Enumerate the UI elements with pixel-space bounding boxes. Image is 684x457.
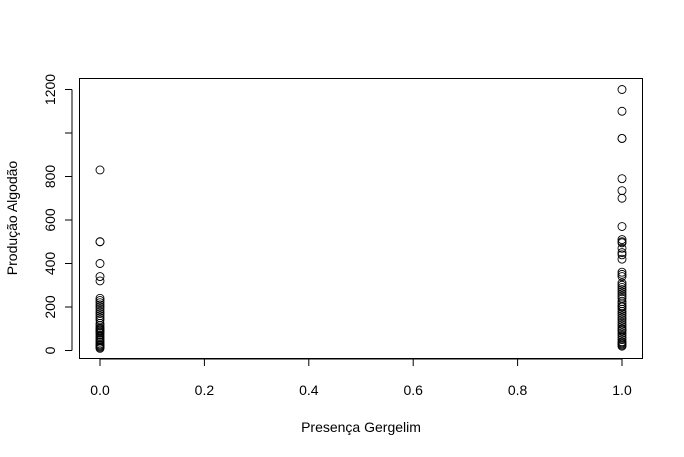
data-point (617, 193, 627, 203)
data-point (95, 272, 105, 281)
data-point (617, 248, 627, 258)
x-tick-label: 0.4 (299, 382, 319, 398)
y-tick-label: 1200 (42, 74, 58, 105)
data-point (617, 238, 627, 248)
data-point (617, 341, 627, 351)
y-tick-label: 0 (42, 346, 58, 354)
data-point (617, 285, 627, 295)
data-point (617, 313, 627, 323)
data-point (95, 276, 105, 286)
data-point (617, 133, 627, 143)
data-point (617, 250, 627, 260)
data-point (95, 302, 105, 312)
data-point (95, 165, 105, 175)
data-point (95, 309, 105, 318)
data-point (617, 222, 627, 231)
data-point (617, 306, 627, 316)
data-points (95, 85, 627, 353)
data-point (617, 302, 627, 312)
x-axis-title: Presença Gergelim (301, 419, 421, 435)
data-point (95, 293, 105, 303)
y-tick-label: 400 (42, 252, 58, 276)
data-point (95, 306, 105, 316)
y-tick-label: 800 (42, 165, 58, 189)
x-tick-label: 0.6 (403, 382, 423, 398)
plot-frame (79, 78, 643, 359)
data-point (617, 267, 627, 277)
data-point (95, 300, 105, 310)
data-point (617, 322, 627, 332)
data-point (617, 106, 627, 116)
x-tick-label: 0.0 (90, 382, 110, 398)
data-point (617, 272, 627, 281)
data-point (95, 343, 105, 353)
x-tick-label: 0.8 (508, 382, 528, 398)
data-point (95, 237, 105, 247)
data-point (617, 287, 627, 297)
data-point (617, 254, 627, 264)
y-tick-label: 600 (42, 208, 58, 232)
data-point (617, 282, 627, 292)
x-tick-label: 0.2 (195, 382, 215, 398)
data-point (617, 335, 627, 345)
data-point (95, 298, 105, 308)
data-point (95, 304, 105, 314)
data-point (617, 278, 627, 288)
data-point (617, 235, 627, 245)
y-axis-title: Produção Algodão (4, 161, 20, 276)
y-axis: 0 200 400 600 800 1200 (42, 74, 73, 354)
data-point (617, 85, 627, 94)
data-point (617, 319, 627, 329)
data-point (617, 280, 627, 290)
data-point (617, 304, 627, 314)
data-point (617, 186, 627, 196)
x-tick-label: 1.0 (612, 382, 632, 398)
data-point (95, 259, 105, 268)
data-point (617, 269, 627, 279)
data-point (617, 243, 627, 253)
data-point (617, 326, 627, 336)
data-point (617, 315, 627, 325)
data-point (617, 311, 627, 321)
data-point (617, 328, 627, 338)
x-axis: 0.0 0.2 0.4 0.6 0.8 1.0 (90, 358, 632, 398)
y-tick-label: 200 (42, 295, 58, 319)
data-point (617, 309, 627, 318)
data-point (617, 174, 627, 184)
data-point (95, 296, 105, 305)
